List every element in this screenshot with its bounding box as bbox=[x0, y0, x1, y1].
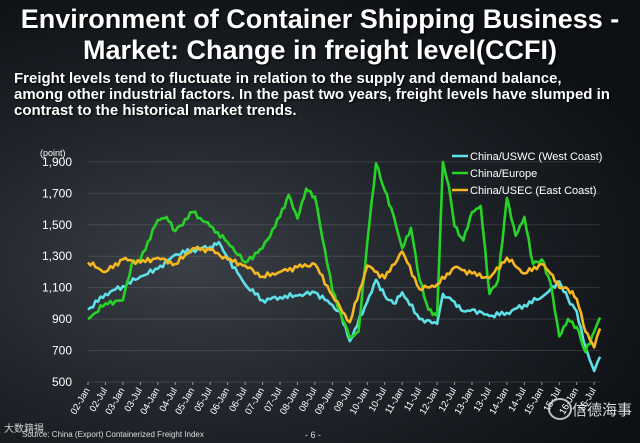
y-axis: (point) 500 700 900 1,100 1,300 1,500 1,700 1,90… bbox=[40, 148, 72, 389]
y-axis-unit-label: (point) bbox=[40, 148, 66, 158]
y-tick-label: 500 bbox=[52, 375, 72, 389]
series-line-usec bbox=[87, 245, 602, 349]
slide-title: Environment of Container Shipping Busine… bbox=[20, 4, 620, 65]
grid-lines bbox=[88, 161, 600, 383]
x-axis: 02-Jan02-Jul03-Jan03-Jul04-Jan04-Jul05-J… bbox=[69, 382, 599, 417]
slide-body-text: Freight levels tend to fluctuate in rela… bbox=[14, 70, 610, 119]
y-tick-label: 1,100 bbox=[42, 281, 72, 295]
series-line-europe bbox=[87, 160, 602, 354]
series-lines bbox=[87, 160, 602, 373]
wechat-logo-icon bbox=[548, 398, 572, 420]
legend-label: China/USEC (East Coast) bbox=[470, 185, 597, 197]
legend: China/USWC (West Coast) China/Europe China/… bbox=[452, 151, 602, 197]
page-number: - 6 - bbox=[305, 430, 322, 440]
x-tick-label: 02-Jan bbox=[69, 386, 93, 417]
series-line-uswc bbox=[87, 240, 602, 373]
source-note: Source: China (Export) Containerized Fre… bbox=[22, 430, 204, 439]
watermark-left-text: 大数籍揚 bbox=[4, 424, 44, 435]
y-tick-label: 700 bbox=[52, 344, 72, 358]
legend-label: China/USWC (West Coast) bbox=[470, 151, 602, 163]
y-tick-label: 1,500 bbox=[42, 218, 72, 232]
legend-label: China/Europe bbox=[470, 168, 537, 180]
y-tick-label: 1,900 bbox=[42, 155, 72, 169]
y-tick-label: 1,700 bbox=[42, 186, 72, 200]
y-tick-label: 1,300 bbox=[42, 249, 72, 263]
watermark-text: 信德海事 bbox=[572, 402, 633, 419]
y-tick-label: 900 bbox=[52, 312, 72, 326]
